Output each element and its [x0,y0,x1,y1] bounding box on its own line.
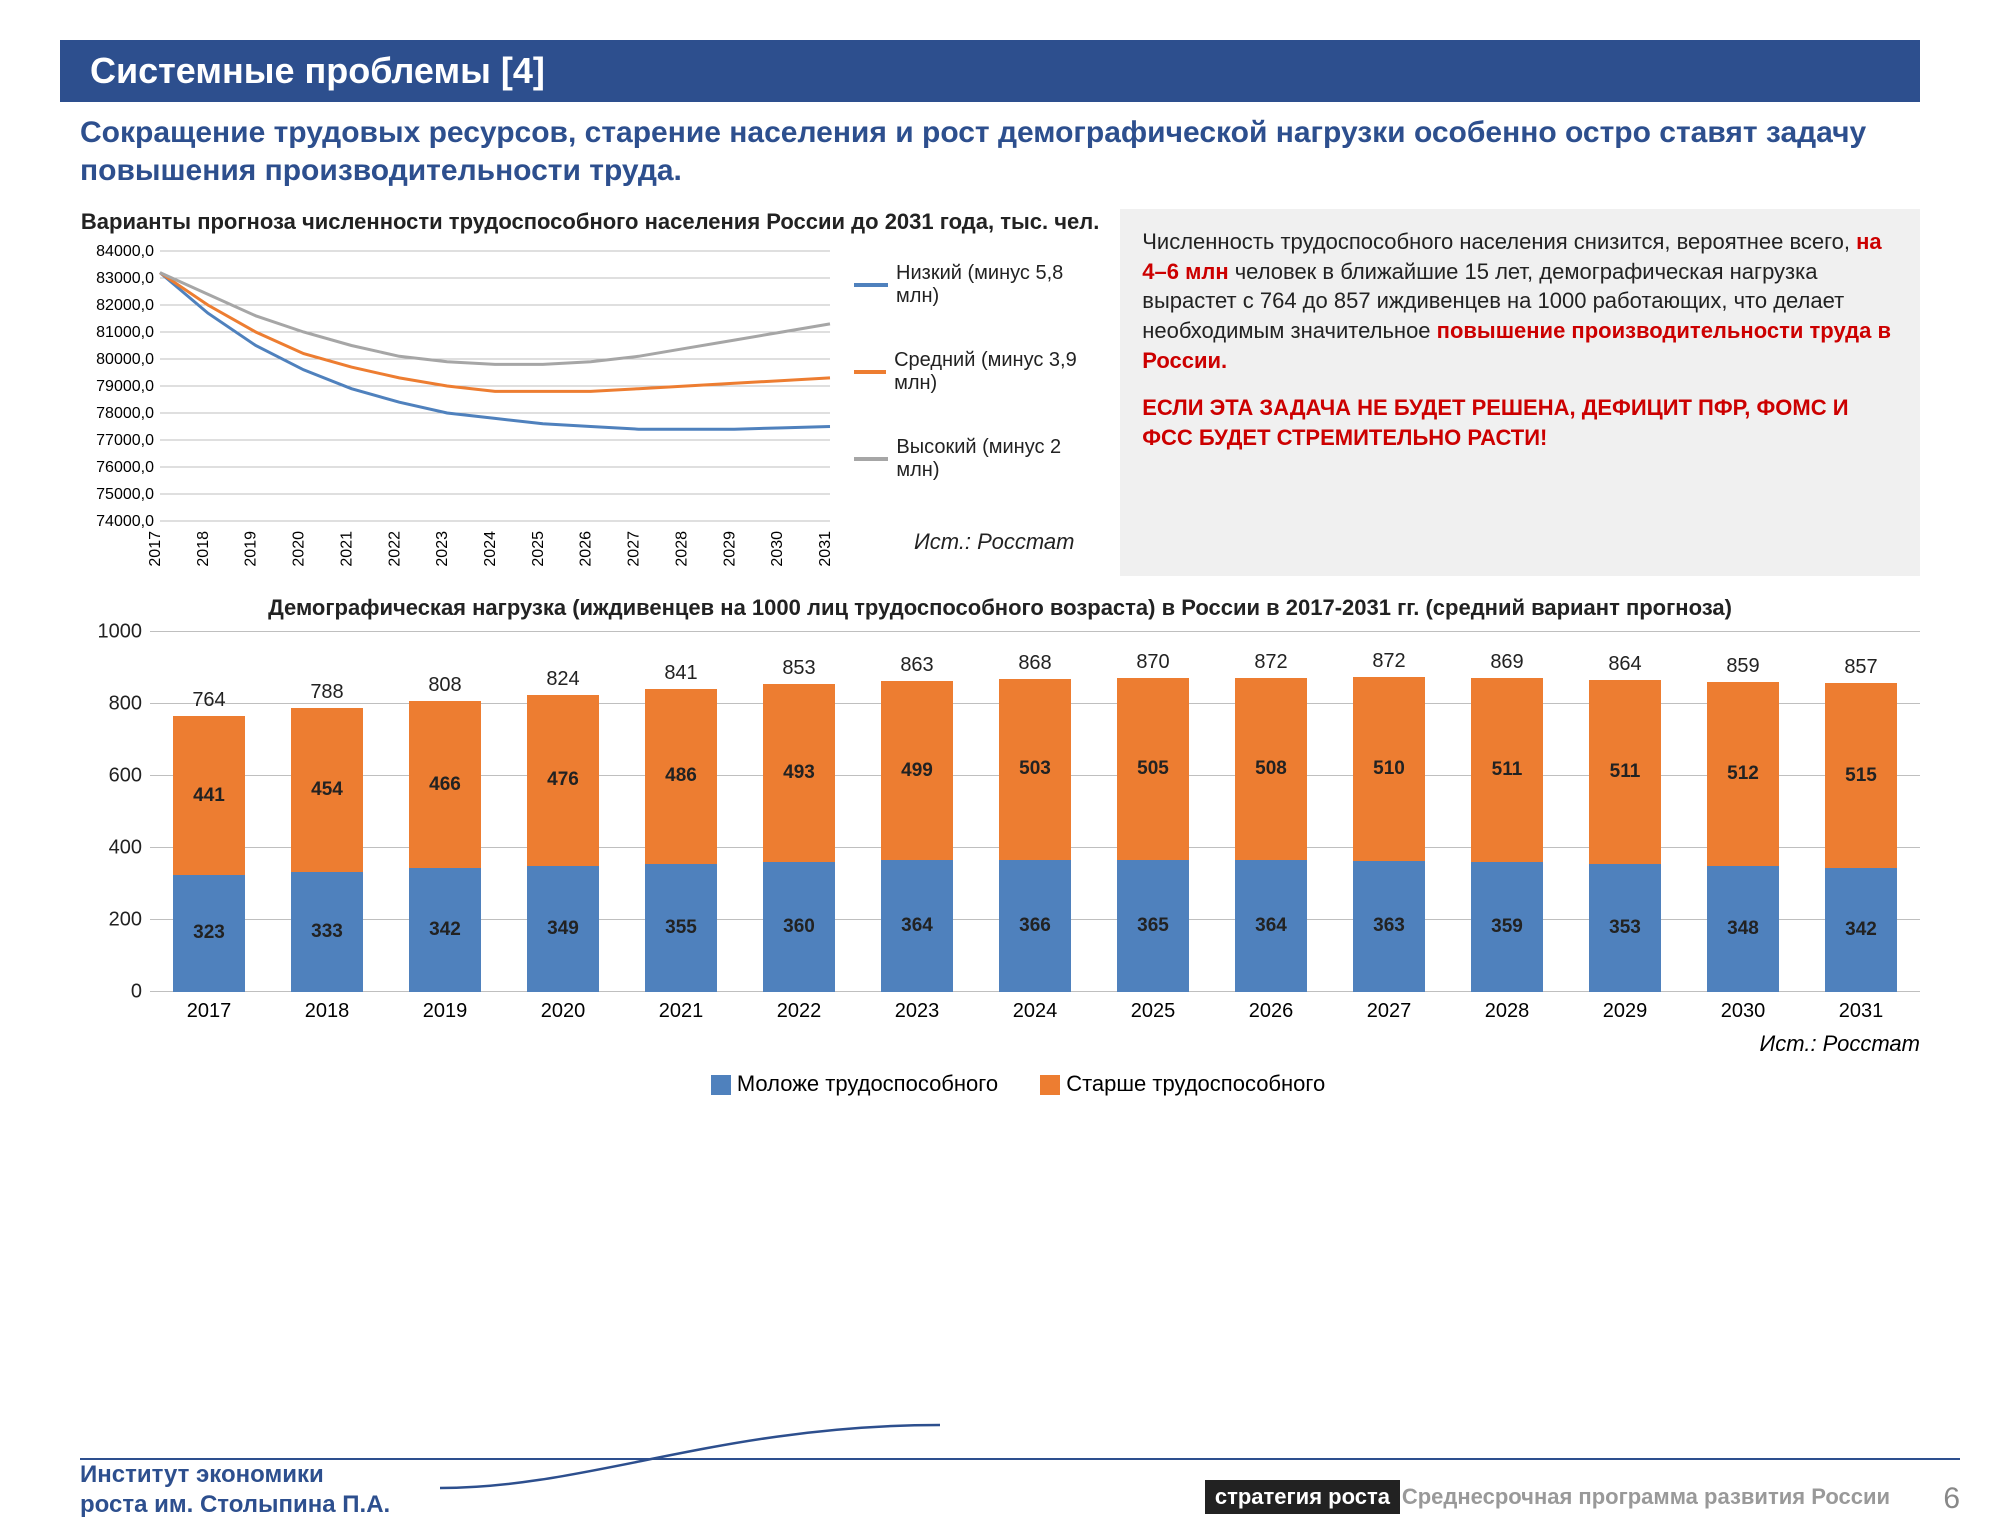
svg-text:2018: 2018 [195,531,212,567]
legend-swatch-high [854,457,888,461]
line-chart-legend: Низкий (минус 5,8 млн) Средний (минус 3,… [840,241,1100,576]
svg-text:2026: 2026 [578,531,595,567]
svg-text:2021: 2021 [338,531,355,567]
svg-text:83000,0: 83000,0 [96,270,154,287]
legend-label-mid: Средний (минус 3,9 млн) [894,349,1100,395]
svg-text:2028: 2028 [673,531,690,567]
bar-col: 869359511 [1471,651,1543,991]
footer-curve [440,1420,940,1490]
bar-col: 864353511 [1589,653,1661,991]
bar-legend-label-lower: Моложе трудоспособного [737,1071,998,1096]
svg-text:84000,0: 84000,0 [96,243,154,260]
bar-legend-sw-lower [711,1075,731,1095]
side-text-a: Численность трудоспособного населения сн… [1142,229,1856,254]
svg-text:2022: 2022 [386,531,403,567]
footer-badge: стратегия роста [1205,1480,1400,1514]
bar-col: 863364499 [881,654,953,992]
line-chart-source: Ист.: Росстат [854,529,1100,555]
svg-text:79000,0: 79000,0 [96,378,154,395]
svg-text:77000,0: 77000,0 [96,432,154,449]
line-chart-svg: 74000,0 75000,0 76000,0 77000,0 78000,0 79000… [80,241,840,571]
svg-text:2025: 2025 [530,531,547,567]
svg-text:2017: 2017 [147,531,164,567]
side-warning: ЕСЛИ ЭТА ЗАДАЧА НЕ БУДЕТ РЕШЕНА, ДЕФИЦИТ… [1142,393,1898,452]
bar-col: 764323441 [173,689,245,991]
bar-plot: 764323441 788333454 808342466 824349476 8413… [150,632,1920,992]
svg-text:74000,0: 74000,0 [96,513,154,530]
svg-text:2031: 2031 [817,531,834,567]
bar-col: 788333454 [291,681,363,991]
bar-yaxis: 02004006008001000 [80,632,150,992]
svg-text:2020: 2020 [291,531,308,567]
bar-chart-title: Демографическая нагрузка (иждивенцев на … [80,594,1920,622]
bar-col: 824349476 [527,668,599,992]
legend-swatch-low [854,283,888,287]
bar-col: 868366503 [999,652,1071,992]
bar-legend-sw-upper [1040,1075,1060,1095]
svg-text:2029: 2029 [721,531,738,567]
footer-institute: Институт экономики роста им. Столыпина П… [80,1460,390,1520]
legend-label-low: Низкий (минус 5,8 млн) [896,262,1100,308]
bar-col: 853360493 [763,657,835,991]
legend-mid: Средний (минус 3,9 млн) [854,349,1100,395]
footer: Институт экономики роста им. Столыпина П… [80,1430,1960,1520]
footer-inst-l2: роста им. Столыпина П.А. [80,1491,390,1518]
bar-chart-source: Ист.: Росстат [80,1031,1920,1057]
svg-text:75000,0: 75000,0 [96,486,154,503]
svg-text:2030: 2030 [769,531,786,567]
svg-text:80000,0: 80000,0 [96,351,154,368]
svg-text:76000,0: 76000,0 [96,459,154,476]
side-text-box: Численность трудоспособного населения сн… [1120,209,1920,576]
bar-col: 872364508 [1235,651,1307,992]
subtitle: Сокращение трудовых ресурсов, старение н… [80,114,1920,189]
svg-text:82000,0: 82000,0 [96,297,154,314]
footer-inst-l1: Институт экономики [80,1461,324,1488]
page-number: 6 [1943,1482,1960,1516]
bar-chart: Демографическая нагрузка (иждивенцев на … [80,594,1920,1097]
bar-legend-label-upper: Старше трудоспособного [1066,1071,1325,1096]
bar-xaxis: 2017201820192020202120222023202420252026… [150,1000,1920,1023]
svg-text:2019: 2019 [243,531,260,567]
svg-text:78000,0: 78000,0 [96,405,154,422]
line-chart: Варианты прогноза численности трудоспосо… [80,209,1100,576]
svg-text:2024: 2024 [482,531,499,567]
bar-col: 872363510 [1353,650,1425,991]
svg-text:81000,0: 81000,0 [96,324,154,341]
bar-col: 808342466 [409,674,481,992]
bar-col: 859348512 [1707,655,1779,992]
legend-swatch-mid [854,370,886,374]
legend-label-high: Высокий (минус 2 млн) [896,436,1100,482]
footer-program: Среднесрочная программа развития России [1402,1484,1890,1510]
bar-col: 857342515 [1825,656,1897,992]
line-chart-title: Варианты прогноза численности трудоспосо… [80,209,1100,235]
legend-high: Высокий (минус 2 млн) [854,436,1100,482]
legend-low: Низкий (минус 5,8 млн) [854,262,1100,308]
svg-text:2027: 2027 [626,531,643,567]
bar-col: 870365505 [1117,651,1189,991]
bar-chart-legend: Моложе трудоспособного Старше трудоспосо… [80,1071,1920,1097]
svg-text:2023: 2023 [434,531,451,567]
bar-col: 841355486 [645,662,717,992]
title-bar: Системные проблемы [4] [60,40,1920,102]
